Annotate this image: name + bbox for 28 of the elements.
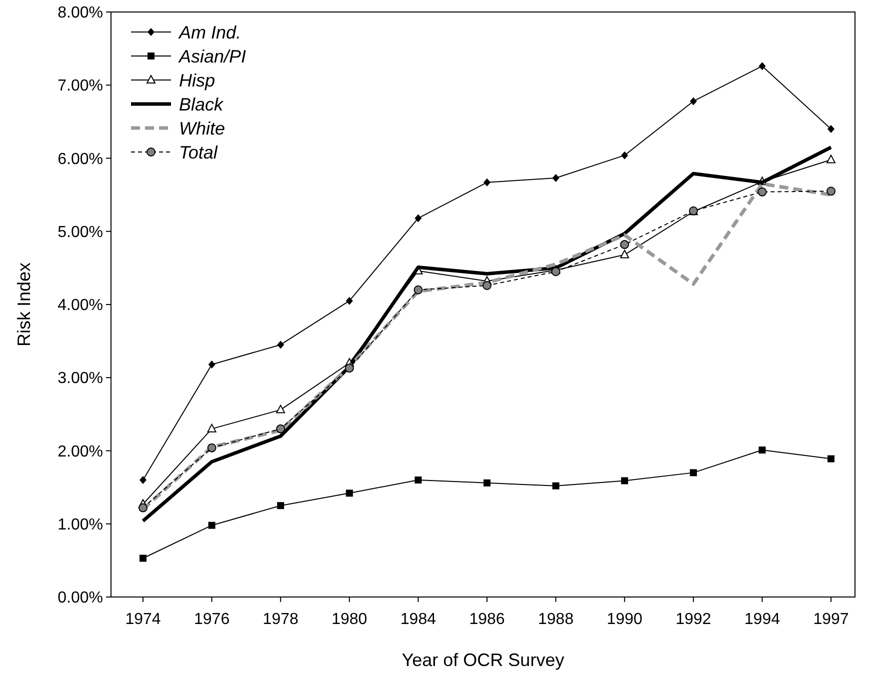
y-tick-label: 1.00% [58,516,103,534]
y-tick-label: 6.00% [58,150,103,168]
legend-label: Black [179,94,224,114]
x-tick-label: 1997 [813,611,849,628]
y-axis-title: Risk Index [14,262,34,347]
x-tick-label: 1988 [538,611,574,628]
legend-label: Am Ind. [178,22,242,42]
x-tick-label: 1974 [125,611,161,628]
x-axis-title: Year of OCR Survey [402,650,564,670]
y-tick-label: 8.00% [58,4,103,22]
y-tick-label: 7.00% [58,78,103,95]
x-tick-label: 1986 [469,611,505,628]
legend-label: Total [179,142,218,162]
x-tick-label: 1994 [744,611,780,628]
x-tick-label: 1976 [194,611,230,628]
x-tick-label: 1980 [332,611,368,628]
y-tick-label: 0.00% [58,590,103,607]
x-tick-label: 1990 [606,611,642,628]
x-tick-label: 1978 [262,611,298,628]
legend-label: Asian/PI [178,46,246,66]
y-tick-label: 5.00% [58,224,103,241]
legend-label: Hisp [179,70,216,90]
x-tick-label: 1984 [400,611,436,628]
legend-label: White [179,118,226,138]
y-tick-label: 3.00% [58,370,103,388]
y-tick-label: 4.00% [58,297,103,314]
y-tick-label: 2.00% [58,443,103,460]
x-tick-label: 1992 [676,611,712,628]
